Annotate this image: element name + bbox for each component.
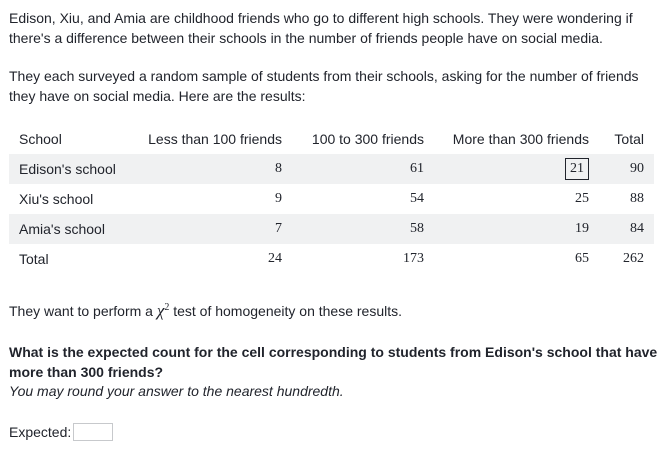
cell-more-than-300: 25: [575, 191, 589, 206]
header-more-than-300: More than 300 friends: [452, 131, 589, 147]
question-text: What is the expected count for the cell …: [9, 344, 658, 380]
cell-less-than-100: 7: [132, 214, 289, 244]
table-row: Xiu's school 9 54 25 88: [9, 184, 654, 214]
results-table: School Less than 100 friends 100 to 300 …: [9, 124, 654, 274]
cell-total: 262: [623, 251, 644, 266]
cell-100-to-300: 58: [289, 214, 431, 244]
table-header-row: School Less than 100 friends 100 to 300 …: [9, 124, 654, 154]
cell-more-than-300: 65: [575, 251, 589, 266]
intro-paragraph-2: They each surveyed a random sample of st…: [9, 68, 639, 104]
cell-100-to-300: 173: [403, 251, 424, 266]
chi-exponent: 2: [164, 302, 170, 313]
table-row: Amia's school 7 58 19 84: [9, 214, 654, 244]
rounding-hint: You may round your answer to the nearest…: [9, 383, 344, 399]
chi-letter: χ: [156, 301, 165, 320]
row-label: Amia's school: [9, 214, 132, 244]
header-school: School: [19, 131, 62, 147]
cell-less-than-100: 24: [268, 251, 282, 266]
test-statement: They want to perform a χ2 test of homoge…: [9, 298, 402, 321]
cell-less-than-100: 8: [132, 154, 289, 184]
row-label: Xiu's school: [19, 191, 94, 207]
cell-more-than-300: 19: [431, 214, 596, 244]
row-label: Edison's school: [9, 154, 132, 184]
row-label: Total: [19, 251, 49, 267]
cell-total: 90: [596, 154, 654, 184]
header-100-to-300: 100 to 300 friends: [311, 131, 424, 147]
test-statement-after: test of homogeneity on these results.: [173, 303, 403, 319]
header-less-than-100: Less than 100 friends: [148, 131, 282, 147]
table-total-row: Total 24 173 65 262: [9, 244, 654, 274]
cell-less-than-100: 9: [275, 191, 282, 206]
cell-more-than-300: 21: [431, 154, 596, 184]
cell-100-to-300: 54: [410, 191, 424, 206]
test-statement-before: They want to perform a: [9, 303, 153, 319]
answer-area: Expected:: [9, 422, 114, 442]
highlighted-cell-box: 21: [565, 158, 589, 180]
answer-label: Expected:: [9, 424, 72, 440]
intro-paragraph-1: Edison, Xiu, and Amia are childhood frie…: [9, 10, 633, 46]
cell-total: 84: [596, 214, 654, 244]
chi-squared-symbol: χ2: [157, 301, 169, 320]
cell-total: 88: [630, 191, 644, 206]
expected-count-input[interactable]: [73, 423, 114, 441]
table-row: Edison's school 8 61 21 90: [9, 154, 654, 184]
header-total: Total: [614, 131, 644, 147]
cell-100-to-300: 61: [289, 154, 431, 184]
